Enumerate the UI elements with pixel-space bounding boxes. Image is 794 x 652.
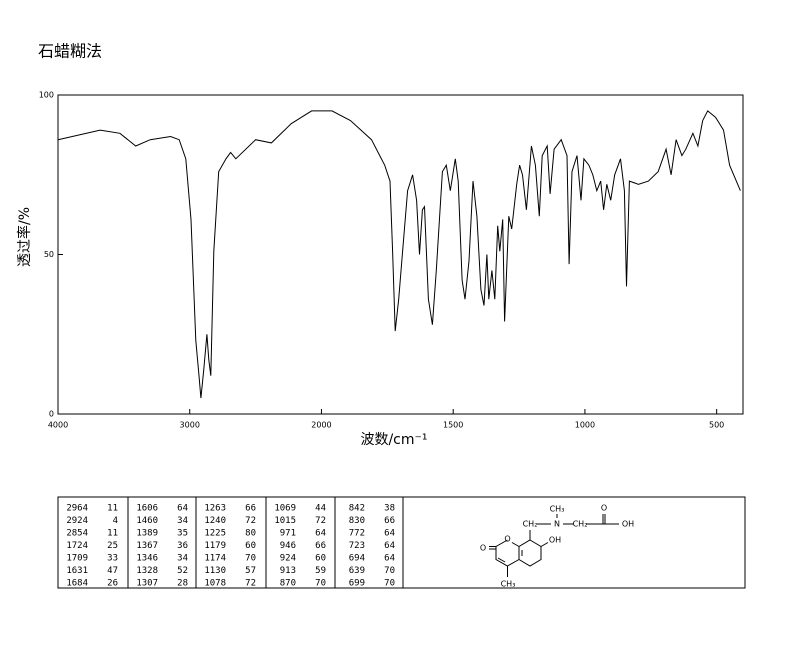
peak-wavenumber: 1684 [66,579,88,589]
peak-transmittance: 35 [177,529,188,539]
structure-label: O [480,544,486,553]
x-tick-label: 1000 [575,421,595,430]
peak-transmittance: 38 [384,504,395,514]
peak-wavenumber: 1225 [204,529,226,539]
peak-wavenumber: 946 [280,541,296,551]
peak-wavenumber: 830 [349,516,365,526]
peak-wavenumber: 1631 [66,566,88,576]
peak-wavenumber: 723 [349,541,365,551]
peak-transmittance: 60 [315,554,326,564]
peak-table-frame [57,496,746,589]
structure-label: OH [549,536,561,545]
peak-transmittance: 72 [245,516,256,526]
peak-wavenumber: 2924 [66,516,88,526]
y-tick-label: 0 [49,410,54,419]
structure-label: CH₃ [550,505,565,514]
peak-transmittance: 72 [315,516,326,526]
peak-wavenumber: 1078 [204,579,226,589]
peak-transmittance: 60 [245,541,256,551]
peak-transmittance: 64 [177,504,188,514]
peak-wavenumber: 1328 [136,566,158,576]
structure-label: CH₂ [573,520,588,529]
x-axis-label: 波数/cm⁻¹ [360,432,427,448]
peak-transmittance: 4 [113,516,118,526]
peak-wavenumber: 1015 [274,516,296,526]
structure: CH₂ N CH₃ CH₂ O OH OH O O CH₃ [480,504,634,589]
x-tick-label: 1500 [443,421,463,430]
peak-wavenumber: 694 [349,554,365,564]
peak-transmittance: 57 [245,566,256,576]
peak-wavenumber: 1709 [66,554,88,564]
peak-transmittance: 11 [107,529,118,539]
peak-transmittance: 36 [177,541,188,551]
structure-label: CH₂ [523,520,538,529]
peak-wavenumber: 2964 [66,504,88,514]
peak-wavenumber: 842 [349,504,365,514]
peak-wavenumber: 1307 [136,579,158,589]
peak-transmittance: 64 [384,554,395,564]
peak-transmittance: 64 [384,529,395,539]
peak-wavenumber: 1130 [204,566,226,576]
y-tick-label: 100 [39,91,54,100]
peak-transmittance: 66 [245,504,256,514]
peak-wavenumber: 772 [349,529,365,539]
chart-title: 石蜡糊法 [38,42,102,61]
peak-wavenumber: 1389 [136,529,158,539]
structure-label: N [554,520,560,529]
structure-bonds [489,514,619,577]
peak-transmittance: 72 [245,579,256,589]
peak-transmittance: 25 [107,541,118,551]
peak-transmittance: 80 [245,529,256,539]
peak-transmittance: 11 [107,504,118,514]
peak-wavenumber: 1179 [204,541,226,551]
peak-wavenumber: 913 [280,566,296,576]
peak-transmittance: 70 [245,554,256,564]
peak-wavenumber: 699 [349,579,365,589]
peak-wavenumber: 1174 [204,554,226,564]
peak-transmittance: 70 [315,579,326,589]
structure-label: O [504,535,510,544]
peak-wavenumber: 2854 [66,529,88,539]
spectrum-line [57,110,741,399]
peak-wavenumber: 1367 [136,541,158,551]
peak-transmittance: 70 [384,579,395,589]
structure-label: O [601,504,607,513]
peak-transmittance: 47 [107,566,118,576]
peak-transmittance: 64 [384,541,395,551]
peak-wavenumber: 1346 [136,554,158,564]
plot-frame [57,94,744,415]
peak-wavenumber: 1460 [136,516,158,526]
peak-transmittance: 44 [315,504,326,514]
peak-transmittance: 66 [384,516,395,526]
peak-transmittance: 34 [177,554,188,564]
peak-transmittance: 70 [384,566,395,576]
x-tick-label: 500 [709,421,724,430]
structure-label: OH [622,520,634,529]
peak-transmittance: 26 [107,579,118,589]
peak-wavenumber: 1263 [204,504,226,514]
peak-wavenumber: 1606 [136,504,158,514]
peak-transmittance: 28 [177,579,188,589]
peak-wavenumber: 870 [280,579,296,589]
structure-label: CH₃ [501,580,516,589]
y-tick-label: 50 [44,250,54,259]
peak-wavenumber: 1724 [66,541,88,551]
peak-transmittance: 34 [177,516,188,526]
peak-wavenumber: 1069 [274,504,296,514]
x-tick-label: 2000 [311,421,331,430]
peak-transmittance: 52 [177,566,188,576]
peak-transmittance: 33 [107,554,118,564]
x-tick-label: 3000 [180,421,200,430]
peak-wavenumber: 1240 [204,516,226,526]
peak-transmittance: 66 [315,541,326,551]
peak-transmittance: 59 [315,566,326,576]
x-tick-label: 4000 [48,421,68,430]
peak-transmittance: 64 [315,529,326,539]
peak-wavenumber: 924 [280,554,296,564]
y-axis-label: 透过率/% [16,207,33,267]
peak-wavenumber: 971 [280,529,296,539]
peak-wavenumber: 639 [349,566,365,576]
